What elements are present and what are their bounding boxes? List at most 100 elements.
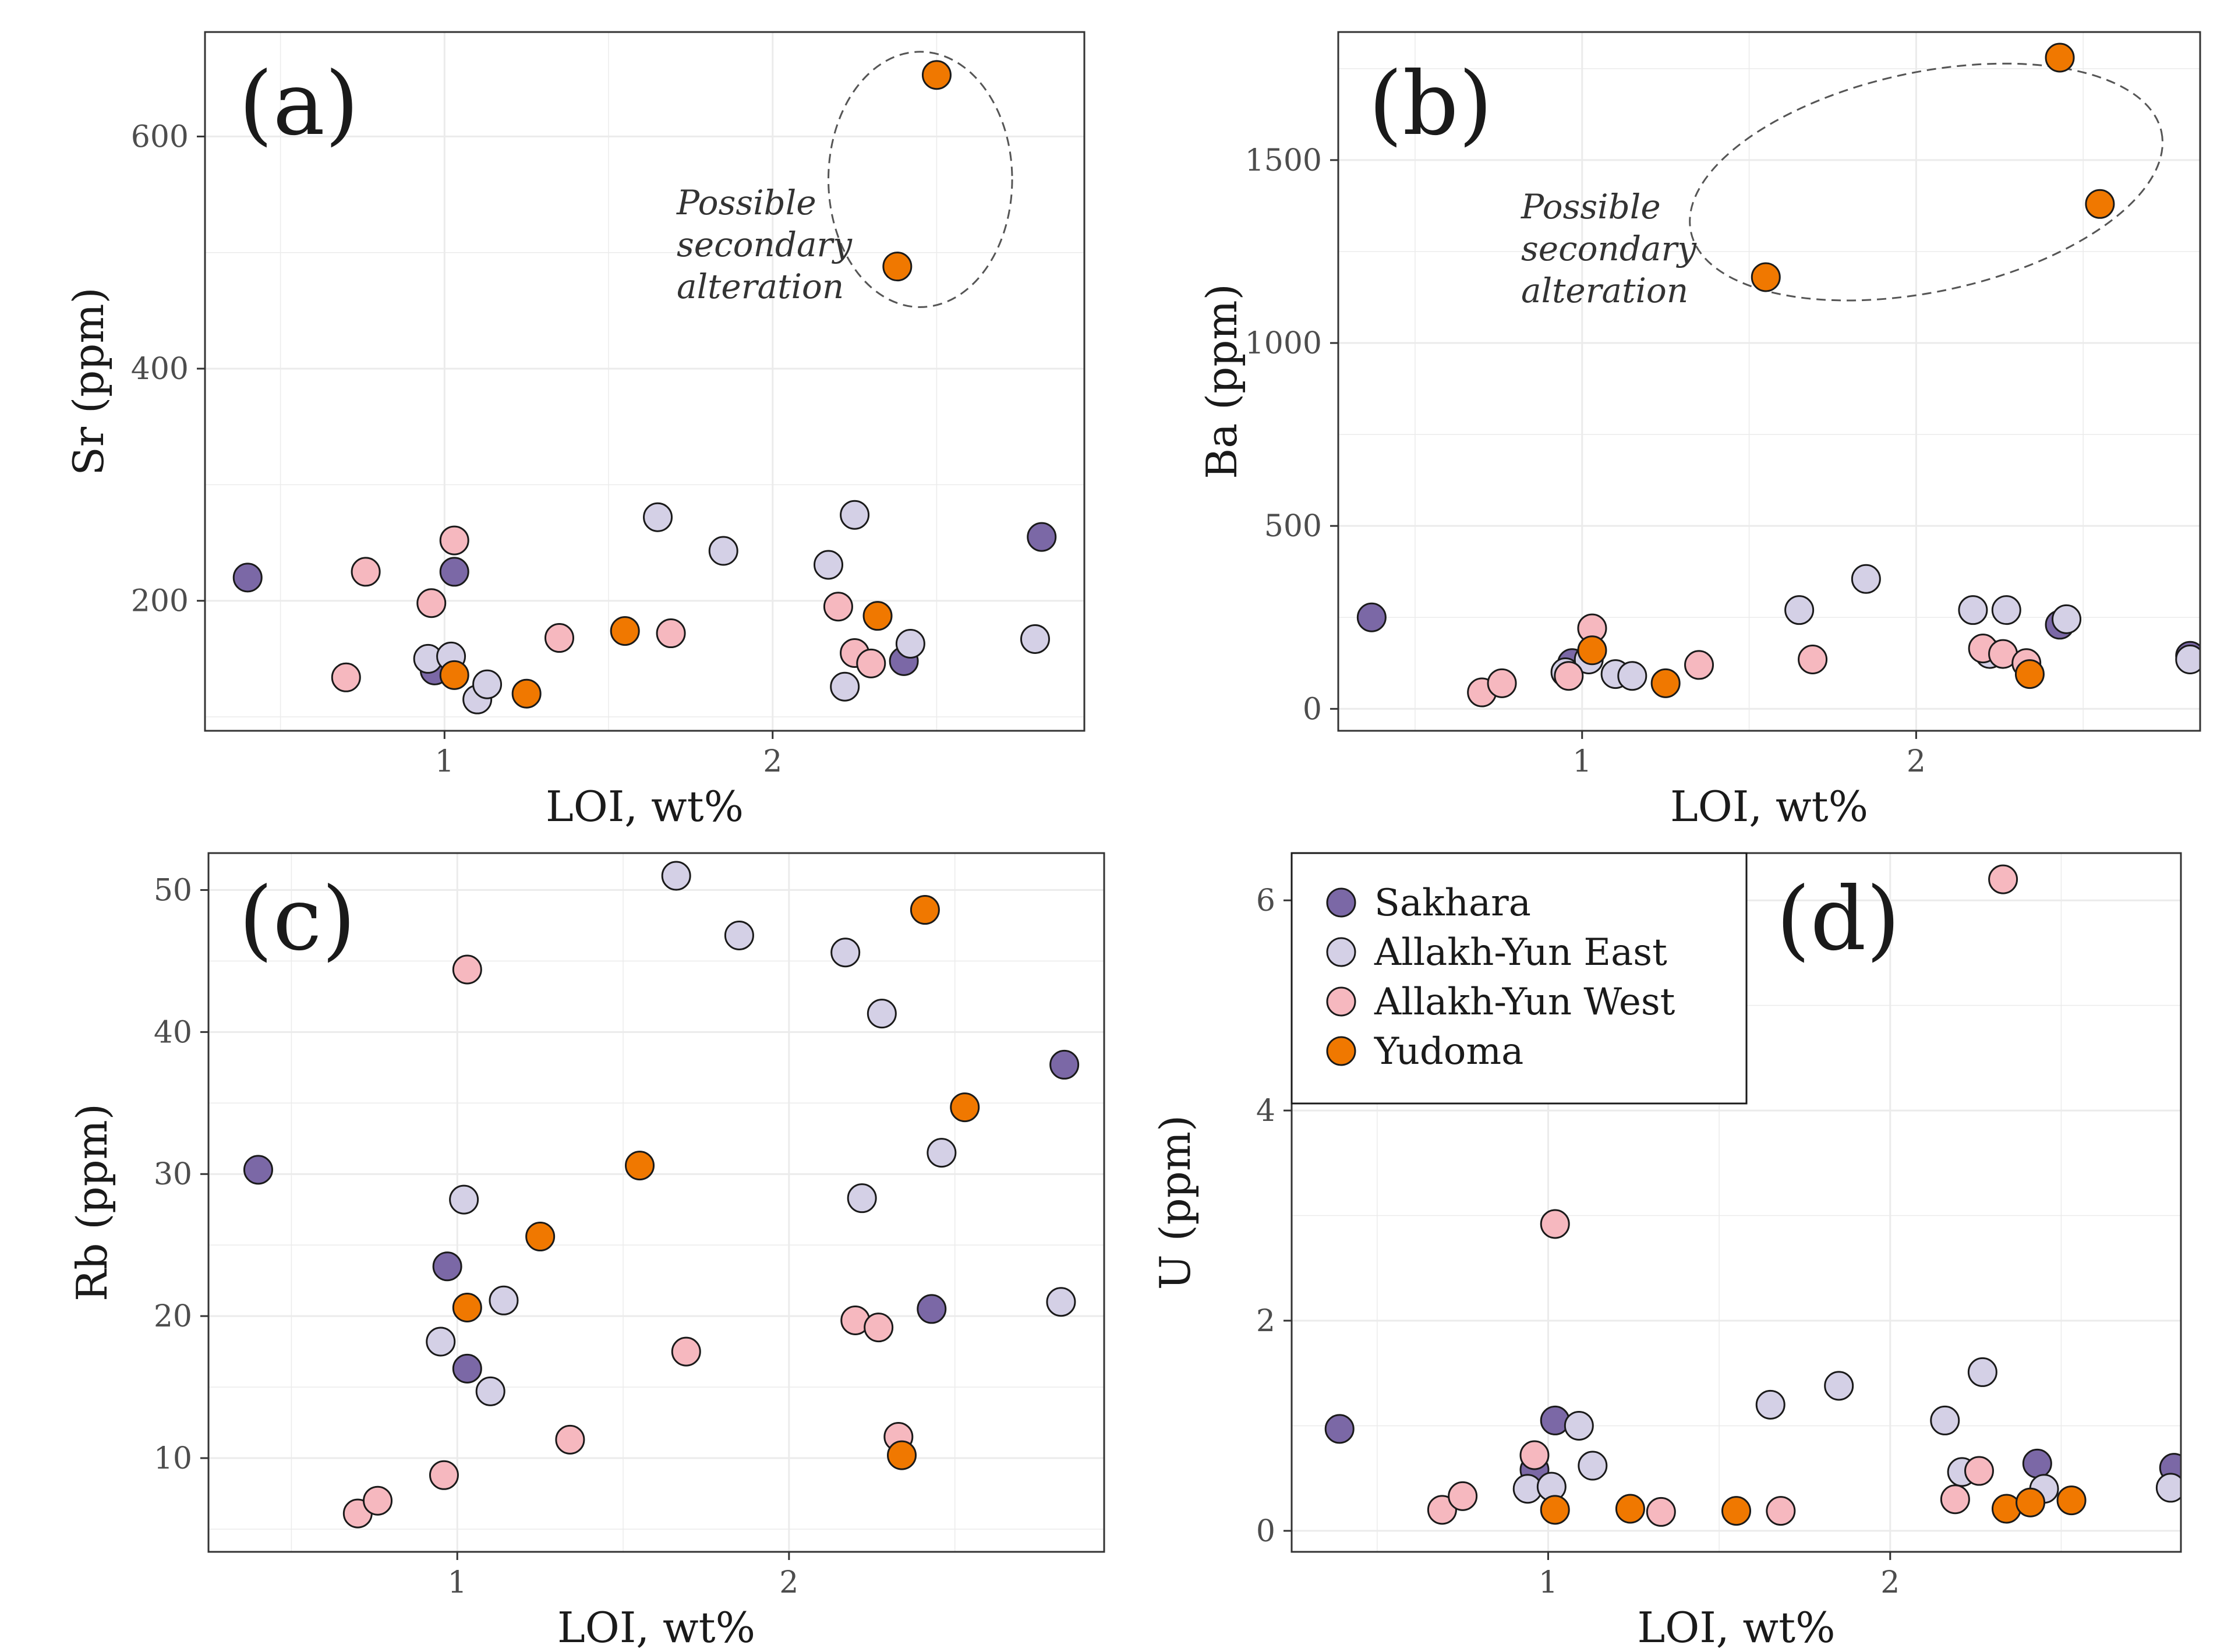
point-yudoma <box>1751 262 1781 292</box>
x-tick-label: 2 <box>779 1565 798 1600</box>
plot-area <box>205 32 1084 731</box>
point-sakhara <box>1540 1405 1570 1435</box>
point-allakh-yun-west <box>1964 1456 1994 1486</box>
point-sakhara <box>243 1155 273 1185</box>
alteration-ellipse <box>1689 62 2164 302</box>
axis-ticks: 1 2 10 20 30 40 50 <box>154 873 799 1600</box>
y-tick-label: 600 <box>131 119 189 154</box>
point-allakh-yun-west <box>351 557 381 587</box>
point-allakh-yun-east <box>830 938 861 968</box>
y-tick-label: 4 <box>1256 1094 1275 1129</box>
y-tick-label: 20 <box>154 1299 192 1334</box>
point-yudoma <box>1650 668 1681 698</box>
point-allakh-yun-west <box>439 525 469 556</box>
point-allakh-yun-east <box>927 1138 957 1168</box>
x-tick-label: 2 <box>1907 744 1926 779</box>
y-tick-label: 2 <box>1256 1304 1275 1339</box>
x-tick-label: 1 <box>435 744 454 779</box>
point-allakh-yun-west <box>1766 1496 1796 1526</box>
legend-label-sakhara: Sakhara <box>1374 882 1531 925</box>
point-allakh-yun-east <box>1851 564 1881 594</box>
point-allakh-yun-east <box>426 1326 456 1357</box>
point-allakh-yun-west <box>1646 1497 1676 1527</box>
annotation-text: secondary <box>1521 229 1697 268</box>
legend-label-allakh-yun-west: Allakh-Yun West <box>1374 981 1675 1024</box>
point-allakh-yun-west <box>331 662 361 692</box>
y-tick-label: 400 <box>131 352 189 387</box>
point-allakh-yun-west <box>1940 1484 1970 1515</box>
point-yudoma <box>610 616 640 646</box>
point-yudoma <box>887 1440 917 1470</box>
legend-label-yudoma: Yudoma <box>1374 1030 1523 1073</box>
point-allakh-yun-west <box>555 1424 585 1455</box>
point-allakh-yun-east <box>1930 1405 1960 1435</box>
point-yudoma <box>625 1151 655 1181</box>
y-axis-label: Sr (ppm) <box>64 287 113 475</box>
annotation-text: secondary <box>677 225 853 264</box>
point-allakh-yun-west <box>864 1313 894 1343</box>
panel-b: 1 2 0 500 1000 1500 LOI, wt% Ba (ppm) (b) Possibl… <box>1197 31 2201 831</box>
data-points <box>232 60 1057 714</box>
point-sakhara <box>917 1294 947 1324</box>
point-allakh-yun-east <box>1578 1451 1608 1481</box>
panel-label: (d) <box>1776 869 1900 970</box>
point-allakh-yun-west <box>1798 644 1828 674</box>
y-axis-label: Rb (ppm) <box>68 1103 116 1301</box>
y-axis-label: Ba (ppm) <box>1197 284 1246 479</box>
point-allakh-yun-west <box>1554 661 1584 691</box>
x-tick-label: 2 <box>1880 1565 1900 1600</box>
point-yudoma <box>2045 43 2075 73</box>
point-allakh-yun-east <box>708 536 738 566</box>
point-sakhara <box>1324 1414 1355 1444</box>
point-yudoma <box>1615 1494 1645 1524</box>
point-yudoma <box>1540 1495 1570 1525</box>
panel-border <box>204 31 1086 732</box>
point-allakh-yun-west <box>363 1485 393 1516</box>
point-yudoma <box>1721 1496 1751 1526</box>
point-allakh-yun-west <box>1519 1440 1550 1470</box>
point-allakh-yun-west <box>1427 1495 1457 1525</box>
point-allakh-yun-east <box>1967 1357 1997 1387</box>
point-sakhara <box>452 1353 482 1384</box>
point-allakh-yun-east <box>475 1376 505 1406</box>
point-allakh-yun-west <box>1487 668 1517 698</box>
point-allakh-yun-east <box>1991 595 2021 625</box>
point-allakh-yun-west <box>452 954 482 985</box>
point-allakh-yun-east <box>1784 595 1815 625</box>
point-allakh-yun-east <box>1755 1389 1785 1420</box>
point-allakh-yun-west <box>1540 1209 1570 1239</box>
y-tick-label: 0 <box>1303 692 1322 727</box>
x-tick-label: 1 <box>1572 744 1592 779</box>
data-points <box>243 861 1080 1529</box>
y-tick-label: 10 <box>154 1441 192 1476</box>
point-allakh-yun-east <box>830 671 860 702</box>
point-yudoma <box>1577 635 1607 666</box>
legend-key-yudoma <box>1326 1036 1356 1066</box>
point-yudoma <box>511 678 542 709</box>
legend-box <box>1290 852 1748 1105</box>
point-allakh-yun-east <box>643 502 673 532</box>
point-sakhara <box>1027 522 1057 552</box>
point-yudoma <box>950 1092 980 1123</box>
axis-ticks: 1 2 0 500 1000 1500 <box>1245 143 1926 779</box>
point-yudoma <box>921 60 952 90</box>
legend: Sakhara Allakh-Yun East Allakh-Yun West Yud… <box>1290 852 1748 1105</box>
point-allakh-yun-east <box>814 550 844 580</box>
point-allakh-yun-east <box>2052 604 2082 634</box>
point-allakh-yun-east <box>847 1183 877 1214</box>
y-tick-label: 40 <box>154 1015 192 1050</box>
panel-label: (a) <box>239 54 359 155</box>
x-tick-label: 1 <box>448 1565 467 1600</box>
y-tick-label: 1500 <box>1245 143 1322 178</box>
alteration-ellipse <box>828 51 1013 308</box>
point-yudoma <box>910 895 940 925</box>
data-points <box>1324 864 2181 1527</box>
point-allakh-yun-west <box>671 1336 701 1367</box>
point-allakh-yun-east <box>867 999 897 1029</box>
point-yudoma <box>439 660 469 690</box>
legend-label-allakh-yun-east: Allakh-Yun East <box>1374 931 1667 974</box>
panel-border <box>1337 31 2201 732</box>
point-yudoma <box>862 601 893 631</box>
annotation-text: Possible <box>676 183 816 222</box>
